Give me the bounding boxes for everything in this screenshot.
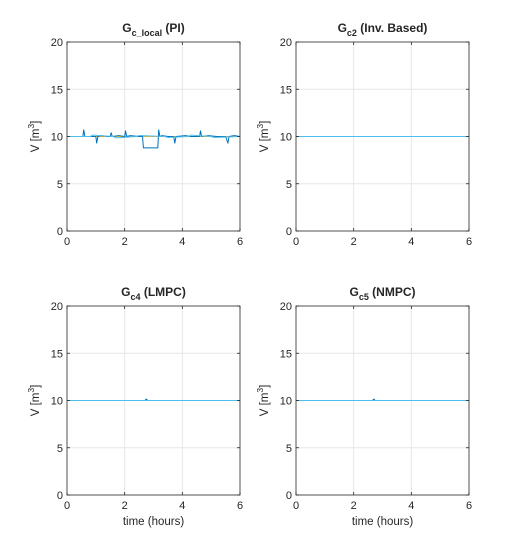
- x-tick-label: 0: [64, 236, 70, 248]
- chart-title: Gc2 (Inv. Based): [338, 21, 428, 38]
- panel-lmpc: 0 2 4 6 0 5 10 15 20 Gc4 (LMPC) V [m3] time (hours): [26, 285, 243, 528]
- y-tick-label: 15: [51, 348, 63, 360]
- panel-inv-based: 0 2 4 6 0 5 10 15 20 Gc2 (Inv. Based) V [m3]: [255, 21, 472, 248]
- ylabel-suffix: ]: [259, 385, 271, 388]
- ylabel-suffix: ]: [30, 385, 42, 388]
- x-tick-label: 4: [408, 500, 414, 512]
- x-tick-label: 0: [293, 500, 299, 512]
- ylabel-suffix: ]: [259, 121, 271, 124]
- panel-nmpc: 0 2 4 6 0 5 10 15 20 Gc5 (NMPC) V [m3] time (hours): [255, 285, 472, 528]
- x-axis-label: time (hours): [123, 516, 185, 528]
- y-tick-label: 10: [51, 132, 63, 144]
- y-tick-label: 5: [286, 443, 292, 455]
- x-tick-label: 2: [351, 500, 357, 512]
- y-tick-label: 0: [286, 226, 292, 238]
- y-axis-label: V [m3]: [255, 121, 271, 153]
- title-main: G: [121, 285, 130, 299]
- x-tick-label: 2: [122, 500, 128, 512]
- x-tick-label: 6: [237, 236, 243, 248]
- title-main: G: [349, 285, 358, 299]
- chart-title: Gc_local (PI): [122, 21, 185, 38]
- y-tick-label: 0: [57, 226, 63, 238]
- series-line-3: [67, 134, 241, 139]
- y-tick-label: 10: [51, 396, 63, 408]
- y-tick-label: 5: [286, 179, 292, 191]
- title-subscript: c4: [131, 292, 141, 302]
- ylabel-suffix: ]: [30, 121, 42, 124]
- panel-pi: 0 2 4 6 0 5 10 15 20 Gc_local (PI) V [m3]: [26, 21, 243, 248]
- y-tick-label: 0: [286, 490, 292, 502]
- x-tick-label: 0: [293, 236, 299, 248]
- x-tick-label: 6: [237, 500, 243, 512]
- x-tick-label: 0: [64, 500, 70, 512]
- y-tick-label: 20: [280, 301, 292, 313]
- y-axis-label: V [m3]: [255, 385, 271, 417]
- ylabel-main: V [m: [30, 393, 42, 417]
- x-tick-label: 2: [351, 236, 357, 248]
- title-subscript: c2: [347, 28, 357, 38]
- y-tick-label: 15: [51, 84, 63, 96]
- title-subscript: c5: [359, 292, 369, 302]
- y-tick-label: 20: [51, 301, 63, 313]
- x-tick-label: 4: [179, 500, 185, 512]
- ylabel-superscript: 3: [26, 388, 36, 393]
- ylabel-superscript: 3: [26, 124, 36, 129]
- y-tick-label: 5: [57, 179, 63, 191]
- ylabel-superscript: 3: [255, 124, 265, 129]
- ylabel-main: V [m: [259, 393, 271, 417]
- chart-title: Gc5 (NMPC): [349, 285, 415, 302]
- y-tick-label: 10: [280, 132, 292, 144]
- ylabel-main: V [m: [259, 129, 271, 153]
- x-tick-label: 4: [179, 236, 185, 248]
- x-tick-label: 6: [466, 500, 472, 512]
- y-axis-label: V [m3]: [26, 385, 42, 417]
- y-tick-label: 0: [57, 490, 63, 502]
- x-axis-label: time (hours): [352, 516, 414, 528]
- y-axis-label: V [m3]: [26, 121, 42, 153]
- y-tick-label: 15: [280, 348, 292, 360]
- x-tick-label: 4: [408, 236, 414, 248]
- title-main: G: [338, 21, 347, 35]
- y-tick-label: 15: [280, 84, 292, 96]
- y-tick-label: 20: [51, 37, 63, 49]
- chart-title: Gc4 (LMPC): [121, 285, 186, 302]
- ylabel-superscript: 3: [255, 388, 265, 393]
- title-subscript: c_local: [132, 28, 163, 38]
- title-suffix: (NMPC): [369, 285, 416, 299]
- x-tick-label: 6: [466, 236, 472, 248]
- y-tick-label: 5: [57, 443, 63, 455]
- x-tick-label: 2: [122, 236, 128, 248]
- y-tick-label: 10: [280, 396, 292, 408]
- y-tick-label: 20: [280, 37, 292, 49]
- ylabel-main: V [m: [30, 129, 42, 153]
- title-main: G: [122, 21, 131, 35]
- title-suffix: (PI): [162, 21, 185, 35]
- title-suffix: (LMPC): [141, 285, 186, 299]
- title-suffix: (Inv. Based): [357, 21, 427, 35]
